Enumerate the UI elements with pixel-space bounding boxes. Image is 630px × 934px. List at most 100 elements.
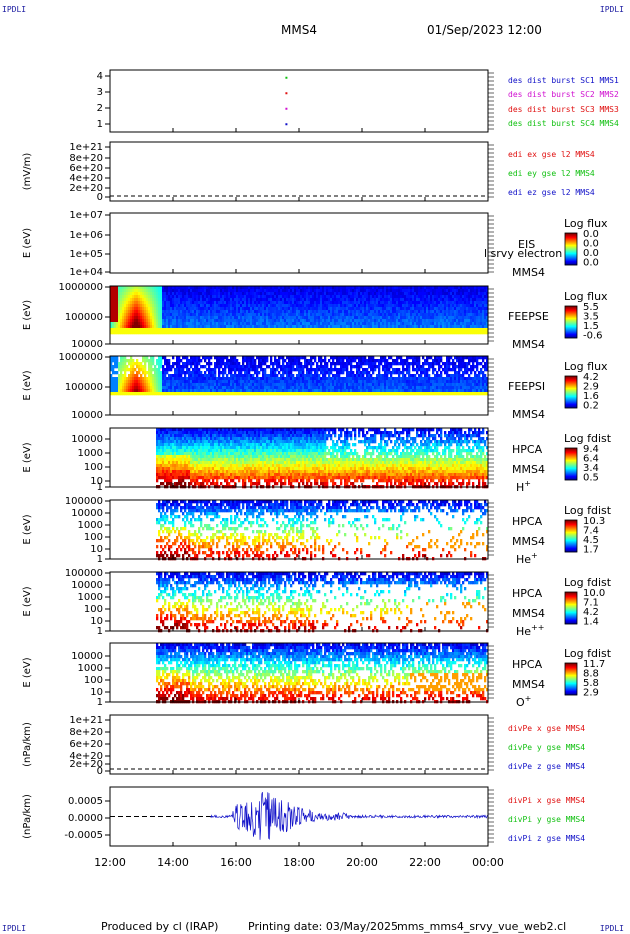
feepse-spectrogram-cell xyxy=(298,298,301,302)
feepse-spectrogram-cell xyxy=(124,304,127,308)
feepse-spectrogram-cell xyxy=(458,313,461,317)
feepse-spectrogram-cell xyxy=(444,301,447,305)
feepsi-spectrogram-cell xyxy=(340,365,343,369)
feepse-spectrogram-cell xyxy=(296,304,299,308)
feepse-spectrogram-cell xyxy=(152,331,155,335)
feepse-spectrogram-cell xyxy=(114,331,117,335)
feepse-spectrogram-cell xyxy=(114,325,117,329)
feepse-spectrogram-cell xyxy=(226,286,229,290)
feepsi-spectrogram-cell xyxy=(122,377,125,381)
feepse-spectrogram-cell xyxy=(390,328,393,332)
feepse-spectrogram-cell xyxy=(276,331,279,335)
feepsi-spectrogram-cell xyxy=(314,383,317,387)
feepse-spectrogram-cell xyxy=(246,298,249,302)
feepse-spectrogram-cell xyxy=(434,322,437,326)
feepsi-spectrogram-cell xyxy=(254,383,257,387)
feepse-spectrogram-cell xyxy=(374,313,377,317)
feepsi-spectrogram-cell xyxy=(144,386,147,390)
feepse-spectrogram-cell xyxy=(290,298,293,302)
feepsi-spectrogram-cell xyxy=(180,392,183,396)
feepsi-spectrogram-cell xyxy=(388,392,391,396)
feepse-spectrogram-cell xyxy=(322,295,325,299)
feepsi-spectrogram-cell xyxy=(246,386,249,390)
feepse-spectrogram-cell xyxy=(316,286,319,290)
eis-colorbar-slice xyxy=(565,243,577,245)
feepse-spectrogram-cell xyxy=(364,304,367,308)
feepsi-spectrogram-cell xyxy=(236,389,239,393)
feepse-spectrogram-cell xyxy=(252,286,255,290)
feepsi-spectrogram-cell xyxy=(120,365,123,369)
feepse-spectrogram-cell xyxy=(382,316,385,320)
feepse-spectrogram-cell xyxy=(406,289,409,293)
feepse-spectrogram-cell xyxy=(352,289,355,293)
feepsi-spectrogram-cell xyxy=(404,392,407,396)
feepse-spectrogram-cell xyxy=(372,292,375,296)
feepsi-spectrogram-cell xyxy=(286,362,289,366)
feepsi-spectrogram-cell xyxy=(238,389,241,393)
feepsi-spectrogram-cell xyxy=(360,377,363,381)
feepse-colorbar-slice xyxy=(565,316,577,318)
feepse-spectrogram-cell xyxy=(226,289,229,293)
feepsi-spectrogram-cell xyxy=(264,368,267,372)
feepse-spectrogram-cell xyxy=(388,319,391,323)
feepse-spectrogram-cell xyxy=(328,325,331,329)
feepsi-spectrogram-cell xyxy=(412,368,415,372)
feepse-spectrogram-cell xyxy=(472,295,475,299)
feepse-spectrogram-cell xyxy=(302,295,305,299)
feepse-colorbar-slice xyxy=(565,320,577,322)
feepsi-spectrogram-cell xyxy=(194,386,197,390)
feepse-spectrogram-cell xyxy=(456,289,459,293)
feepsi-spectrogram-cell xyxy=(164,389,167,393)
feepsi-spectrogram-cell xyxy=(394,392,397,396)
feepsi-spectrogram-cell xyxy=(152,389,155,393)
feepsi-spectrogram-cell xyxy=(150,389,153,393)
feepsi-spectrogram-cell xyxy=(396,377,399,381)
feepse-spectrogram-cell xyxy=(378,325,381,329)
feepsi-spectrogram-cell xyxy=(402,389,405,393)
feepse-spectrogram-cell xyxy=(348,325,351,329)
feepsi-spectrogram-cell xyxy=(170,380,173,384)
feepse-spectrogram-cell xyxy=(280,331,283,335)
feepse-spectrogram-cell xyxy=(142,319,145,323)
feepse-spectrogram-cell xyxy=(222,310,225,314)
feepse-spectrogram-cell xyxy=(392,316,395,320)
feepse-spectrogram-cell xyxy=(234,319,237,323)
feepse-colorbar-slice xyxy=(565,315,577,317)
feepsi-spectrogram-cell xyxy=(160,389,163,393)
feepse-spectrogram-cell xyxy=(110,322,113,326)
feepse-spectrogram-cell xyxy=(410,286,413,290)
feepsi-spectrogram-cell xyxy=(228,392,231,396)
feepsi-spectrogram-cell xyxy=(306,392,309,396)
feepsi-spectrogram-cell xyxy=(118,377,121,381)
feepse-spectrogram-cell xyxy=(468,310,471,314)
feepse-spectrogram-cell xyxy=(366,328,369,332)
feepse-spectrogram-cell xyxy=(362,286,365,290)
feepse-spectrogram-cell xyxy=(240,310,243,314)
feepse-spectrogram-cell xyxy=(358,316,361,320)
feepsi-spectrogram-cell xyxy=(152,368,155,372)
feepse-spectrogram-cell xyxy=(342,316,345,320)
feepse-spectrogram-cell xyxy=(120,328,123,332)
feepsi-spectrogram-cell xyxy=(142,356,145,360)
feepsi-spectrogram-cell xyxy=(304,383,307,387)
feepsi-spectrogram-cell xyxy=(250,392,253,396)
feepsi-spectrogram-cell xyxy=(334,392,337,396)
feepsi-spectrogram-cell xyxy=(296,359,299,363)
feepse-spectrogram-cell xyxy=(388,307,391,311)
feepsi-spectrogram-cell xyxy=(362,368,365,372)
feepsi-spectrogram-cell xyxy=(358,383,361,387)
feepsi-spectrogram-cell xyxy=(318,392,321,396)
feepse-spectrogram-cell xyxy=(380,292,383,296)
feepse-spectrogram-cell xyxy=(360,310,363,314)
feepsi-spectrogram-cell xyxy=(406,389,409,393)
feepsi-spectrogram-cell xyxy=(224,380,227,384)
feepsi-spectrogram-cell xyxy=(356,386,359,390)
feepse-spectrogram-cell xyxy=(432,286,435,290)
feepsi-spectrogram-cell xyxy=(346,368,349,372)
feepsi-spectrogram-cell xyxy=(172,377,175,381)
feepsi-spectrogram-cell xyxy=(236,368,239,372)
feepse-spectrogram-cell xyxy=(210,286,213,290)
feepse-spectrogram-cell xyxy=(190,304,193,308)
feepse-spectrogram-cell xyxy=(210,325,213,329)
feepse-spectrogram-cell xyxy=(340,322,343,326)
